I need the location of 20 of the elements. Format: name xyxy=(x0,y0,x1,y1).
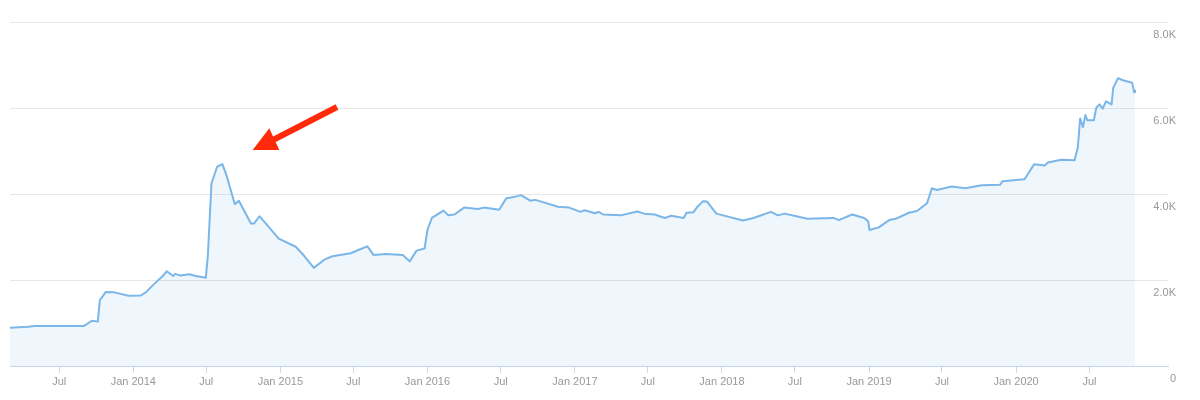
x-tick-label: Jul xyxy=(493,375,508,388)
x-tick-label: Jan 2015 xyxy=(257,375,303,388)
x-tick-label: Jul xyxy=(346,375,361,388)
x-tick-label: Jul xyxy=(934,375,949,388)
x-tick-label: Jul xyxy=(199,375,214,388)
x-tick-label: Jan 2018 xyxy=(699,375,745,388)
x-tick-label: Jul xyxy=(52,375,67,388)
y-tick-label: 2.0K xyxy=(1153,285,1177,298)
x-tick-label: Jul xyxy=(1082,375,1097,388)
x-tick-label: Jul xyxy=(787,375,802,388)
x-tick-label: Jul xyxy=(640,375,655,388)
y-tick-label: 0 xyxy=(1169,371,1176,384)
x-tick-label: Jan 2014 xyxy=(110,375,156,388)
x-tick-label: Jan 2019 xyxy=(846,375,892,388)
y-tick-label: 6.0K xyxy=(1153,113,1177,126)
x-tick-label: Jan 2017 xyxy=(552,375,598,388)
y-tick-label: 4.0K xyxy=(1153,199,1177,212)
y-tick-label: 8.0K xyxy=(1153,27,1177,40)
x-tick-label: Jan 2020 xyxy=(993,375,1039,388)
x-tick-label: Jan 2016 xyxy=(404,375,451,388)
